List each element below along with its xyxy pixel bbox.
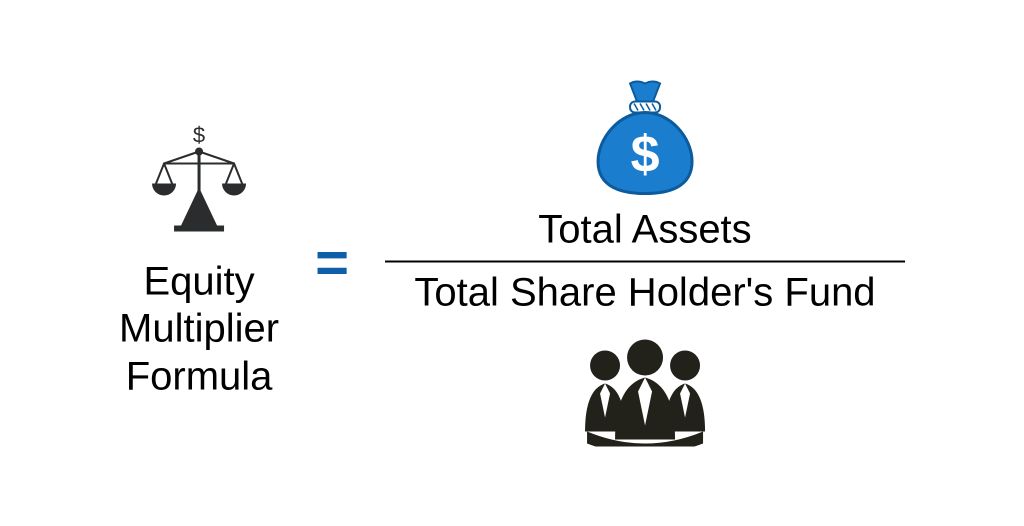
formula-name-line2: Formula bbox=[119, 353, 279, 400]
formula-name: Equity Multiplier Formula bbox=[119, 259, 279, 401]
money-bag-icon: $ bbox=[590, 80, 700, 198]
fraction-bar bbox=[385, 261, 905, 263]
svg-text:$: $ bbox=[193, 126, 205, 148]
formula-left: $ bbox=[119, 126, 279, 401]
shareholders-icon bbox=[565, 332, 725, 447]
equals-sign: = bbox=[309, 234, 355, 292]
balance-scale-icon: $ bbox=[144, 126, 254, 241]
svg-text:$: $ bbox=[630, 126, 659, 184]
fraction-numerator: Total Assets bbox=[538, 208, 751, 253]
formula-container: $ bbox=[119, 80, 905, 447]
fraction-denominator: Total Share Holder's Fund bbox=[414, 271, 875, 316]
formula-fraction: $ Total Assets Total Share Holder's Fund bbox=[385, 80, 905, 447]
formula-name-line1: Equity Multiplier bbox=[119, 259, 279, 353]
